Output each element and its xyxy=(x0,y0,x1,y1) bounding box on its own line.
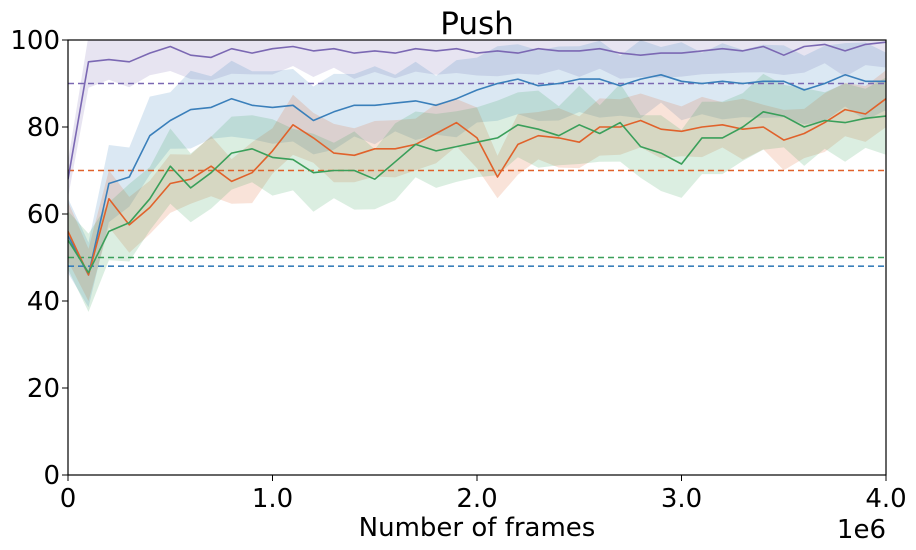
y-tick-label: 0 xyxy=(43,461,60,491)
series-0-line xyxy=(68,41,886,180)
x-tick-label: 0 xyxy=(60,484,77,514)
x-axis-offset-label: 1e6 xyxy=(837,515,886,545)
series-3-band xyxy=(68,73,886,312)
series-1-line xyxy=(68,74,886,276)
y-tick-label: 100 xyxy=(10,26,60,56)
y-tick-label: 20 xyxy=(27,374,60,404)
series-lines xyxy=(68,41,886,276)
x-tick-label: 4.0 xyxy=(865,484,906,514)
series-2-band xyxy=(68,70,886,302)
confidence-bands xyxy=(68,40,886,312)
y-tick-label: 60 xyxy=(27,200,60,230)
y-tick-label: 80 xyxy=(27,113,60,143)
series-0-band xyxy=(68,40,886,198)
y-tick-label: 40 xyxy=(27,287,60,317)
x-axis-label: Number of frames xyxy=(359,513,596,543)
series-3-line xyxy=(68,111,886,274)
x-axis-ticks: 0 1.0 2.0 3.0 4.0 xyxy=(60,475,907,514)
x-tick-label: 3.0 xyxy=(661,484,702,514)
x-tick-label: 2.0 xyxy=(456,484,497,514)
x-tick-label: 1.0 xyxy=(252,484,293,514)
chart-title: Push xyxy=(440,6,514,42)
y-axis-ticks: 0 20 40 60 80 100 xyxy=(10,26,68,491)
series-2-line xyxy=(68,98,886,276)
